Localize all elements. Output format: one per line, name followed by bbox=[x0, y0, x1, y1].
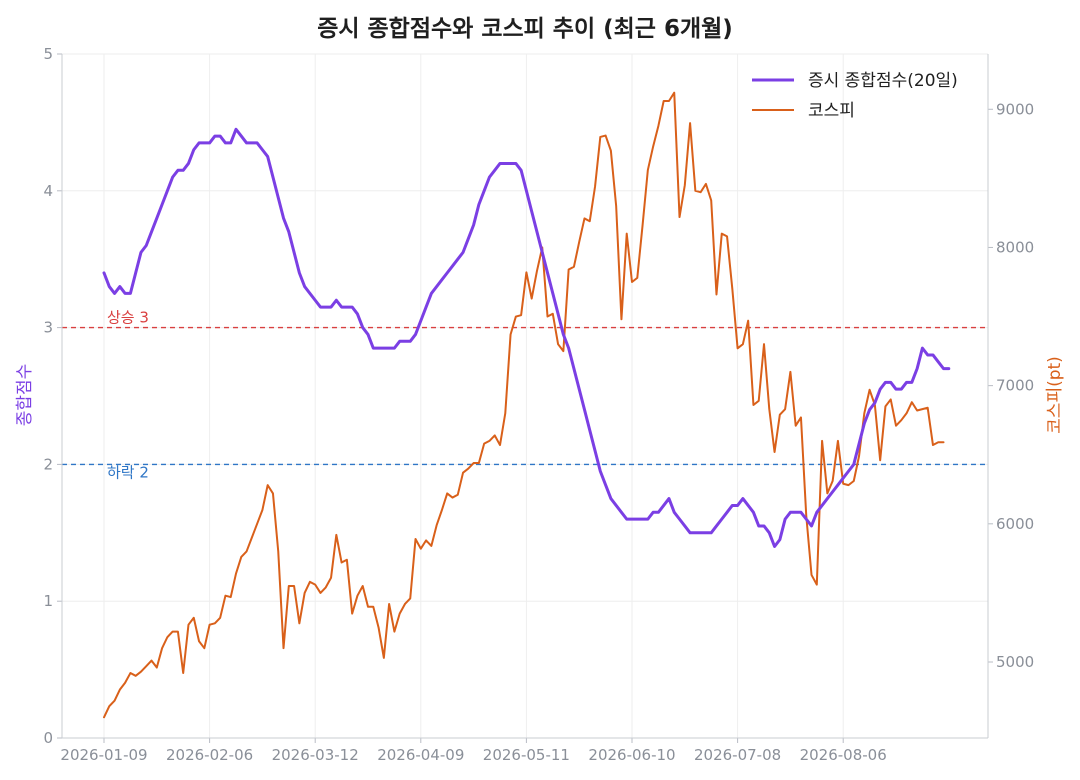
grid bbox=[62, 53, 988, 739]
series-line-kospi bbox=[103, 91, 945, 719]
x-tick-label: 2026-08-06 bbox=[800, 746, 887, 764]
y-left-tick-label: 5 bbox=[43, 45, 53, 63]
y-right-tick-label: 8000 bbox=[996, 238, 1034, 256]
x-tick-label: 2026-01-09 bbox=[60, 746, 147, 764]
x-tick-label: 2026-05-11 bbox=[483, 746, 570, 764]
x-tick-label: 2026-06-10 bbox=[588, 746, 675, 764]
y-left-tick-label: 2 bbox=[43, 455, 53, 473]
y-right-tick-label: 5000 bbox=[996, 653, 1034, 671]
legend-label: 코스피 bbox=[808, 101, 855, 121]
y-axis-right-label: 코스피(pt) bbox=[1045, 356, 1065, 434]
series-line-score bbox=[102, 127, 951, 548]
legend-label: 증시 종합점수(20일) bbox=[808, 71, 958, 91]
x-tick-label: 2026-02-06 bbox=[166, 746, 253, 764]
y-right-tick-label: 6000 bbox=[996, 515, 1034, 533]
y-right-tick-label: 7000 bbox=[996, 377, 1034, 395]
reference-line-label: 하락 2 bbox=[107, 463, 149, 481]
x-tick-label: 2026-07-08 bbox=[694, 746, 781, 764]
y-right-tick-label: 9000 bbox=[996, 100, 1034, 118]
chart-title: 증시 종합점수와 코스피 추이 (최근 6개월) bbox=[317, 16, 733, 42]
y-left-tick-label: 3 bbox=[43, 319, 53, 337]
legend: 증시 종합점수(20일) 코스피 bbox=[752, 71, 958, 121]
reference-lines: 상승 3 하락 2 bbox=[62, 309, 988, 481]
x-tick-label: 2026-03-12 bbox=[272, 746, 359, 764]
y-left-tick-label: 4 bbox=[43, 182, 53, 200]
y-left-tick-label: 0 bbox=[43, 729, 53, 747]
reference-line-label: 상승 3 bbox=[107, 309, 149, 327]
x-tick-label: 2026-04-09 bbox=[377, 746, 464, 764]
axes: 2026-01-09 2026-02-06 2026-03-12 2026-04-09… bbox=[43, 45, 1034, 764]
y-left-tick-label: 1 bbox=[43, 592, 53, 610]
series-layer bbox=[102, 91, 951, 719]
y-axis-left-label: 종합점수 bbox=[15, 364, 35, 427]
